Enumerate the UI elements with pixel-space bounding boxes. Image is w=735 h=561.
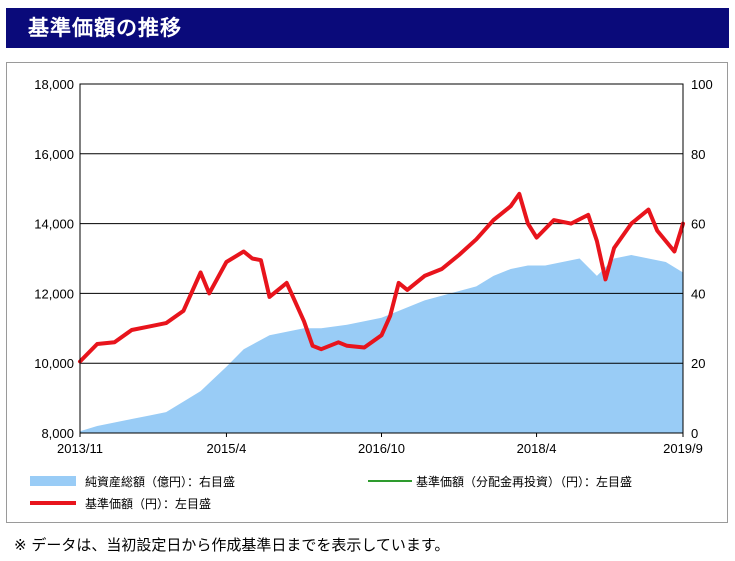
y-right-tick-label: 60 [691,217,705,232]
x-tick-label: 2013/11 [57,441,103,456]
y-left-tick-label: 16,000 [34,147,74,162]
x-tick-label: 2016/10 [358,441,405,456]
header-bar: 基準価額の推移 [6,8,729,48]
legend: 純資産総額（億円）：右目盛 基準価額（分配金再投資）（円）：左目盛 基準価額（円… [30,474,632,511]
nav-line-layer [78,191,685,364]
y-right-tick-label: 20 [691,356,705,371]
y-right-tick-label: 80 [691,147,705,162]
y-left-tick-label: 14,000 [34,217,74,232]
nav-line [78,191,685,364]
y-right-tick-label: 40 [691,286,705,301]
y-right-tick-label: 100 [691,77,713,92]
x-tick-label: 2019/9 [663,441,703,456]
y-left-tick-label: 12,000 [34,286,74,301]
x-tick-label: 2015/4 [207,441,247,456]
y-left-tick-label: 10,000 [34,356,74,371]
legend-label-nav: 基準価額（円）：左目盛 [85,496,211,511]
assets-area-layer [80,255,683,433]
legend-swatch-assets [30,476,76,486]
axis-labels: 8,000 10,000 12,000 14,000 16,000 18,000 0 20 40… [34,77,712,456]
grid-layer [80,153,683,364]
footnote: ※ データは、当初設定日から作成基準日までを表示しています。 [14,536,450,554]
page-title: 基準価額の推移 [28,16,182,40]
y-left-tick-label: 8,000 [41,426,74,441]
x-tick-label: 2018/4 [517,441,557,456]
legend-label-reinvest: 基準価額（分配金再投資）（円）：左目盛 [416,474,632,489]
legend-label-assets: 純資産総額（億円）：右目盛 [85,474,235,489]
y-right-tick-label: 0 [691,426,698,441]
assets-area [80,255,683,433]
y-left-tick-label: 18,000 [34,77,74,92]
